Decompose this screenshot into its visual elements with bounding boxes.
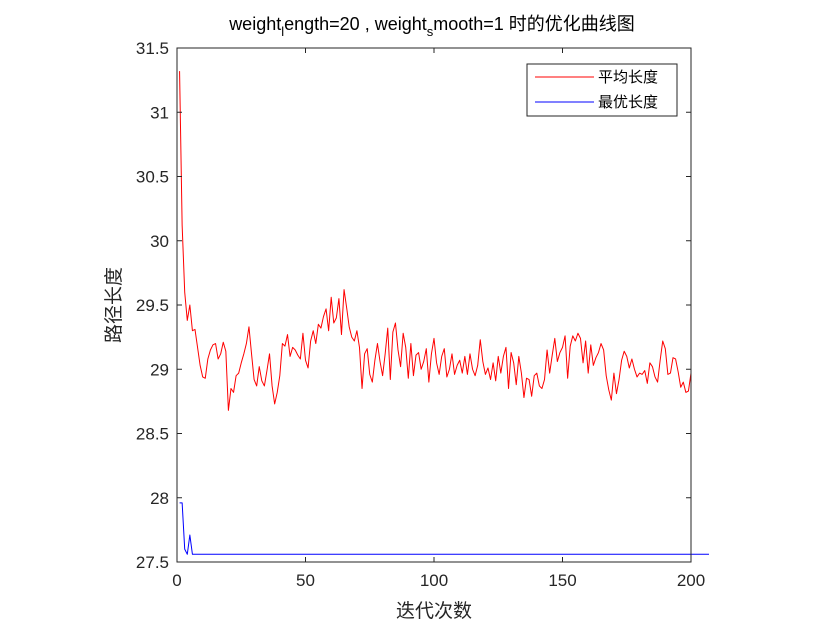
y-tick-label: 29	[150, 360, 169, 379]
title-part-3: mooth=1 时的优化曲线图	[433, 14, 635, 34]
x-tick-label: 150	[548, 571, 576, 590]
x-tick-label: 0	[172, 571, 181, 590]
plot-area	[177, 48, 691, 562]
chart-title: weightlength=20 , weightsmooth=1 时的优化曲线图	[228, 14, 635, 39]
y-tick-label: 27.5	[136, 553, 169, 572]
y-tick-label: 30.5	[136, 168, 169, 187]
axis-ticks: 0 50 100 150 200 27.5 28 28.5 29 29.5 30 30.5 31 31.5	[136, 39, 705, 590]
x-axis-label: 迭代次数	[396, 600, 472, 622]
y-tick-label: 31	[150, 103, 169, 122]
legend-box	[526, 63, 678, 117]
y-tick-label: 31.5	[136, 39, 169, 58]
y-tick-label: 29.5	[136, 296, 169, 315]
y-tick-label: 28.5	[136, 425, 169, 444]
x-tick-label: 50	[296, 571, 315, 590]
title-part-1: weight	[228, 14, 281, 34]
series-line-average-length	[179, 71, 692, 411]
title-subscript-1: l	[281, 24, 284, 39]
legend-label-average: 平均长度	[598, 68, 658, 86]
y-axis-label: 路径长度	[103, 267, 125, 343]
axes-box	[176, 47, 692, 563]
legend-label-best: 最优长度	[598, 93, 658, 111]
title-subscript-2: s	[427, 24, 434, 39]
y-tick-label: 28	[150, 489, 169, 508]
x-tick-label: 100	[420, 571, 448, 590]
y-tick-label: 30	[150, 232, 169, 251]
title-part-2: ength=20 , weight	[284, 14, 427, 34]
legend: 平均长度 最优长度	[526, 63, 678, 117]
series-lines	[179, 71, 709, 555]
series-line-best-length	[179, 502, 709, 555]
x-tick-label: 200	[677, 571, 705, 590]
